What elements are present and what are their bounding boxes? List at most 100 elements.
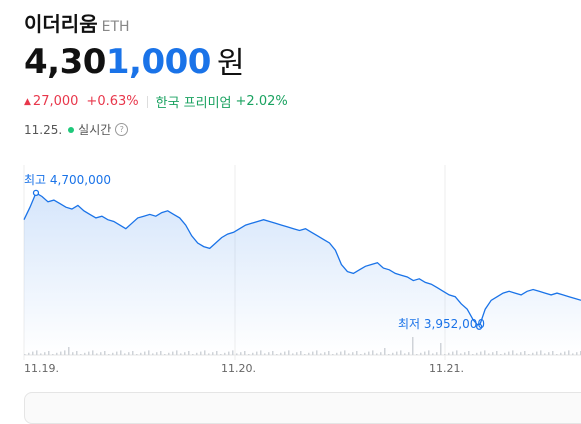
volume-bar [276, 354, 278, 355]
volume-bar [148, 350, 150, 355]
status-date: 11.25. [24, 122, 63, 137]
volume-bar [488, 353, 490, 355]
volume-bar [184, 352, 186, 355]
volume-bar [308, 352, 310, 355]
volume-bar [216, 351, 218, 355]
volume-bar [256, 351, 258, 355]
volume-bar [312, 351, 314, 355]
x-tick-label: 11.19. [24, 362, 59, 375]
volume-bar [172, 351, 174, 355]
price-unit: 원 [216, 46, 245, 81]
volume-bar [252, 352, 254, 355]
price-line [23, 191, 581, 328]
coin-header: 이더리움 ETH [24, 8, 130, 37]
volume-bar [52, 354, 54, 355]
volume-bar [208, 353, 210, 355]
volume-bar [104, 351, 106, 355]
volume-bar [136, 354, 138, 355]
volume-bar [144, 351, 146, 355]
volume-bar [520, 352, 522, 355]
volume-bar [576, 352, 578, 355]
volume-bar [160, 351, 162, 355]
volume-bar [116, 351, 118, 355]
volume-bar [100, 352, 102, 355]
volume-bar [560, 352, 562, 355]
volume-bar [420, 352, 422, 355]
volume-bar [392, 352, 394, 355]
volume-bar [416, 354, 418, 355]
status-realtime: 실시간 [78, 123, 112, 137]
volume-bar [452, 351, 454, 355]
volume-bar [128, 352, 130, 355]
volume-bar [336, 352, 338, 355]
high-marker [32, 189, 40, 197]
price-main: 4,30 [24, 42, 106, 82]
volume-bar [564, 351, 566, 355]
change-amount: 27,000 [32, 94, 79, 109]
bottom-panel [24, 392, 581, 424]
volume-bar [508, 351, 510, 355]
volume-bar [396, 351, 398, 355]
volume-bar [156, 352, 158, 355]
volume-bar [468, 351, 470, 355]
volume-bar [264, 353, 266, 355]
volume-bar [48, 351, 50, 355]
volume-bar [292, 353, 294, 355]
volume-bar [360, 354, 362, 355]
volume-bar [36, 350, 38, 355]
volume-bar [464, 352, 466, 355]
volume-bar [444, 354, 446, 355]
volume-bar [484, 350, 486, 355]
volume-bar [512, 350, 514, 355]
change-percent: +0.63% [86, 94, 139, 109]
volume-bar [432, 353, 434, 355]
volume-bar [540, 350, 542, 355]
volume-bar [552, 351, 554, 355]
low-marker [476, 323, 483, 330]
current-price: 4,30 1,000 원 [24, 38, 245, 82]
volume-bar [32, 351, 34, 355]
volume-bar [224, 352, 226, 355]
help-icon[interactable]: ? [115, 123, 129, 136]
volume-bar [192, 354, 194, 355]
divider [146, 95, 148, 108]
volume-bar [380, 352, 382, 355]
premium-label[interactable]: 한국 프리미엄 [155, 96, 232, 111]
volume-bar [28, 352, 30, 355]
low-label: 최저 3,952,000 [398, 317, 485, 331]
volume-bar [112, 352, 114, 355]
coin-symbol: ETH [101, 19, 130, 35]
volume-bar [376, 353, 378, 355]
coin-name: 이더리움 [24, 12, 98, 36]
chart-svg[interactable] [0, 165, 581, 380]
volume-bar [440, 343, 442, 355]
volume-bar [372, 350, 374, 355]
volume-bar [300, 351, 302, 355]
volume-bar [480, 351, 482, 355]
volume-bar [324, 352, 326, 355]
volume-bar [284, 351, 286, 355]
volume-bar [364, 352, 366, 355]
volume-bar [76, 351, 78, 355]
x-tick-label: 11.21. [429, 362, 464, 375]
volume-bar [108, 354, 110, 355]
volume-bar [200, 351, 202, 355]
volume-bar [404, 353, 406, 355]
volume-bar [500, 354, 502, 355]
volume-bar [232, 350, 234, 355]
up-arrow-icon: ▲ [24, 96, 31, 107]
x-tick-label: 11.20. [221, 362, 256, 375]
volume-bar [244, 351, 246, 355]
volume-bar [532, 352, 534, 355]
volume-bar [120, 350, 122, 355]
volume-bar [272, 351, 274, 355]
volume-bar [64, 350, 66, 355]
volume-bar [92, 350, 94, 355]
volume-bar [388, 354, 390, 355]
volume-bar [304, 354, 306, 355]
volume-bar [228, 351, 230, 355]
volume-bar [384, 348, 386, 355]
price-chart[interactable] [0, 165, 581, 380]
volume-bar [212, 352, 214, 355]
volume-bar [268, 352, 270, 355]
